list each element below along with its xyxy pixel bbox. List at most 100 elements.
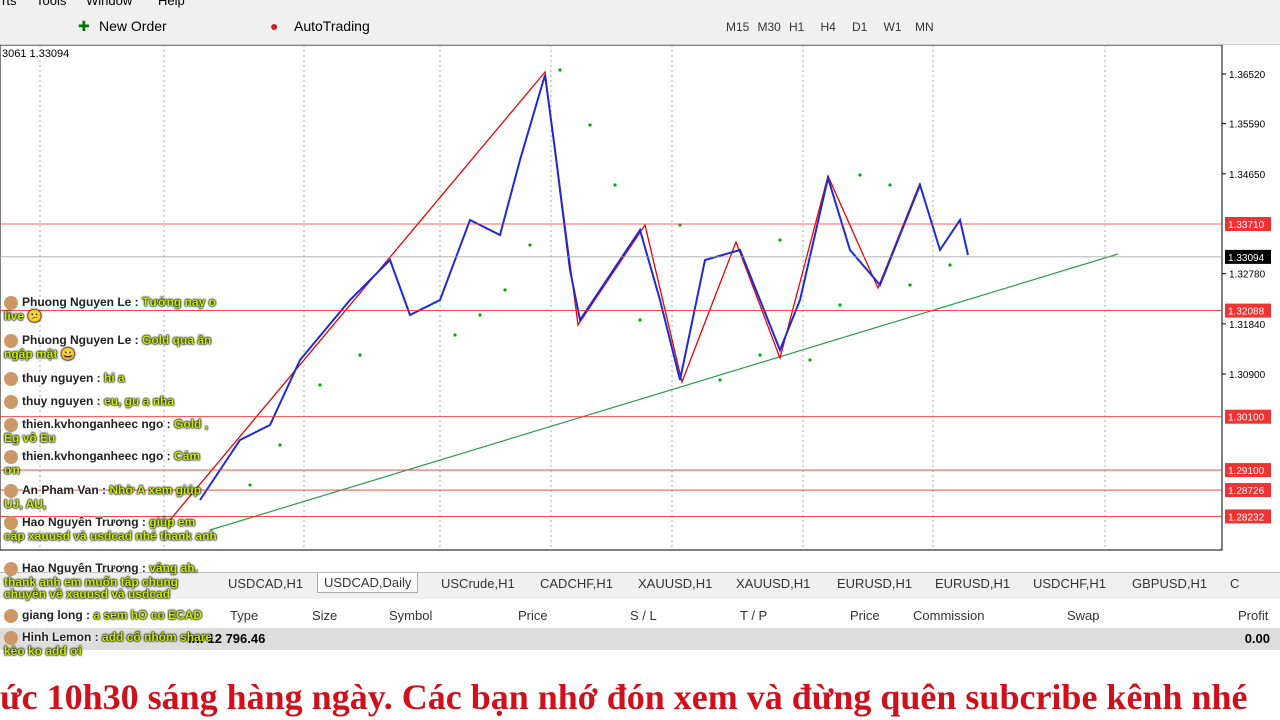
chart-frame <box>0 45 1223 551</box>
tab[interactable]: XAUUSD,H1 <box>638 576 713 591</box>
avatar <box>4 418 18 432</box>
tab[interactable]: USDCAD,H1 <box>228 576 304 591</box>
menu-item[interactable]: Help <box>158 0 185 8</box>
chat-message: thien.kvhonganheec ngo : Cám ơn <box>4 450 219 476</box>
bid-label: 1.33094 <box>1228 253 1265 264</box>
column-header[interactable]: Price <box>850 608 880 623</box>
chat-text: Nhờ A xem giúp UJ, AU, <box>4 483 202 511</box>
chat-text: add cố nhóm share kèo ko add ơi <box>4 630 213 658</box>
column-header[interactable]: T / P <box>740 608 768 623</box>
chat-name: Hinh Lemon : <box>22 630 99 645</box>
date-label: 31 Oct 2018 <box>298 556 358 557</box>
parabolic-sar <box>248 68 952 487</box>
chat-name: Phuong Nguyen Le : <box>22 295 139 310</box>
level-box <box>1225 216 1271 231</box>
tab[interactable]: CADCHF,H1 <box>540 576 613 591</box>
period-button[interactable]: M15 <box>726 20 750 34</box>
chat-text: hi a <box>104 371 125 386</box>
tab[interactable]: USDCHF,H1 <box>1033 576 1106 591</box>
period-button[interactable]: H1 <box>789 20 805 34</box>
chat-text: giúp em cặp xauusd và usdcad nhé thank a… <box>4 515 217 543</box>
balance-row: in: 12 796.46 0.00 <box>0 628 1280 650</box>
level-box <box>1225 483 1271 498</box>
price-label: 1.31840 <box>1229 320 1266 331</box>
column-header[interactable]: Swap <box>1067 608 1100 623</box>
tab[interactable]: XAUUSD,H1 <box>736 576 811 591</box>
period-button[interactable]: W1 <box>883 20 902 34</box>
tab[interactable]: GBPUSD,H1 <box>1132 576 1208 591</box>
chat-text: Gold , Eg vô Eu <box>4 417 209 445</box>
price-label: 1.35590 <box>1229 120 1266 131</box>
chat-message: Hao Nguyên Trương : vâng ah. thank anh e… <box>4 562 219 600</box>
tab[interactable]: EURUSD,H1 <box>935 576 1011 591</box>
chart-info: 3061 1.33094 <box>2 48 69 60</box>
bid-box <box>1225 249 1271 264</box>
menu-item[interactable]: Tools <box>36 0 67 8</box>
icon: ● <box>270 18 279 34</box>
column-header[interactable]: Size <box>312 608 338 623</box>
date-label: 24 Aug 2018 <box>0 556 61 557</box>
column-header[interactable]: Commission <box>913 608 985 623</box>
avatar <box>4 296 18 310</box>
price-label: 1.36520 <box>1229 70 1266 81</box>
period-button[interactable]: H4 <box>820 20 836 34</box>
level-label: 1.32088 <box>1228 307 1265 318</box>
chat-name: Hao Nguyên Trương : <box>22 561 146 576</box>
menu-item[interactable]: Window <box>86 0 133 8</box>
column-header[interactable]: Symbol <box>389 608 433 623</box>
icon: ✚ <box>78 18 90 34</box>
tab[interactable]: EURUSD,H1 <box>837 576 913 591</box>
date-label: 14 Jan 2019 <box>592 556 653 557</box>
column-header[interactable]: Type <box>230 608 259 623</box>
chat-message: thuy nguyen : hi a <box>4 372 219 386</box>
avatar <box>4 450 18 464</box>
period-button[interactable]: M30 <box>757 20 781 34</box>
date-label: 22 Nov 2018 <box>396 556 458 557</box>
chat-message: thuy nguyen : eu, gu a nha <box>4 395 219 409</box>
price-line <box>199 74 969 501</box>
period-button[interactable]: MN <box>915 20 934 34</box>
chat-name: Hao Nguyên Trương : <box>22 515 146 530</box>
avatar <box>4 631 18 645</box>
date-label: 5 Feb 2019 <box>691 556 747 557</box>
level-label: 1.30100 <box>1228 413 1265 424</box>
grid <box>39 45 1106 550</box>
date-label: 14 Dec 2018 <box>494 556 556 557</box>
level-box <box>1225 409 1271 424</box>
trendline <box>209 253 1119 531</box>
avatar <box>4 334 18 348</box>
column-header[interactable]: Price <box>518 608 548 623</box>
level-label: 1.29100 <box>1228 466 1265 477</box>
price-label: 1.32780 <box>1229 270 1266 281</box>
autotrading-button[interactable]: AutoTrading <box>294 18 370 34</box>
level-label: 1.28726 <box>1228 486 1265 497</box>
tab[interactable]: USDCAD,Daily <box>317 573 419 593</box>
ticker: ức 10h30 sáng hàng ngày. Các bạn nhớ đón… <box>0 677 1248 717</box>
date-label: 17 Sep 2018 <box>99 556 161 557</box>
level-label: 1.28232 <box>1228 512 1265 523</box>
tab-strip <box>0 572 1280 599</box>
toolbar: rts Tools Window Help ✚ New Order ● Auto… <box>0 0 1280 45</box>
menu-item[interactable]: rts <box>2 0 17 8</box>
chat-name: giang long : <box>22 608 90 623</box>
chat-name: An Pham Van : <box>22 483 107 498</box>
chat-name: thien.kvhonganheec ngo : <box>22 417 171 432</box>
price-label: 1.34650 <box>1229 170 1266 181</box>
period-button[interactable]: D1 <box>852 20 868 34</box>
new-order-button[interactable]: New Order <box>99 18 167 34</box>
avatar <box>4 516 18 530</box>
column-header[interactable]: Profit <box>1238 608 1269 623</box>
chat-message: giang long : a sem hO co ECAD <box>4 609 219 623</box>
tab[interactable]: C <box>1230 576 1240 591</box>
date-label: 9 Oct 2018 <box>199 556 253 557</box>
chat-text: Tưởng nay o live 😕 <box>4 295 216 323</box>
chat-text: a sem hO co ECAD <box>93 608 203 623</box>
column-header[interactable]: S / L <box>630 608 657 623</box>
date-label: 21 Mar 2019 <box>887 556 949 557</box>
price-label: 1.30900 <box>1229 370 1266 381</box>
tab[interactable]: USCrude,H1 <box>441 576 515 591</box>
avatar <box>4 484 18 498</box>
chat-text: Cám ơn <box>4 449 201 477</box>
avatar <box>4 372 18 386</box>
